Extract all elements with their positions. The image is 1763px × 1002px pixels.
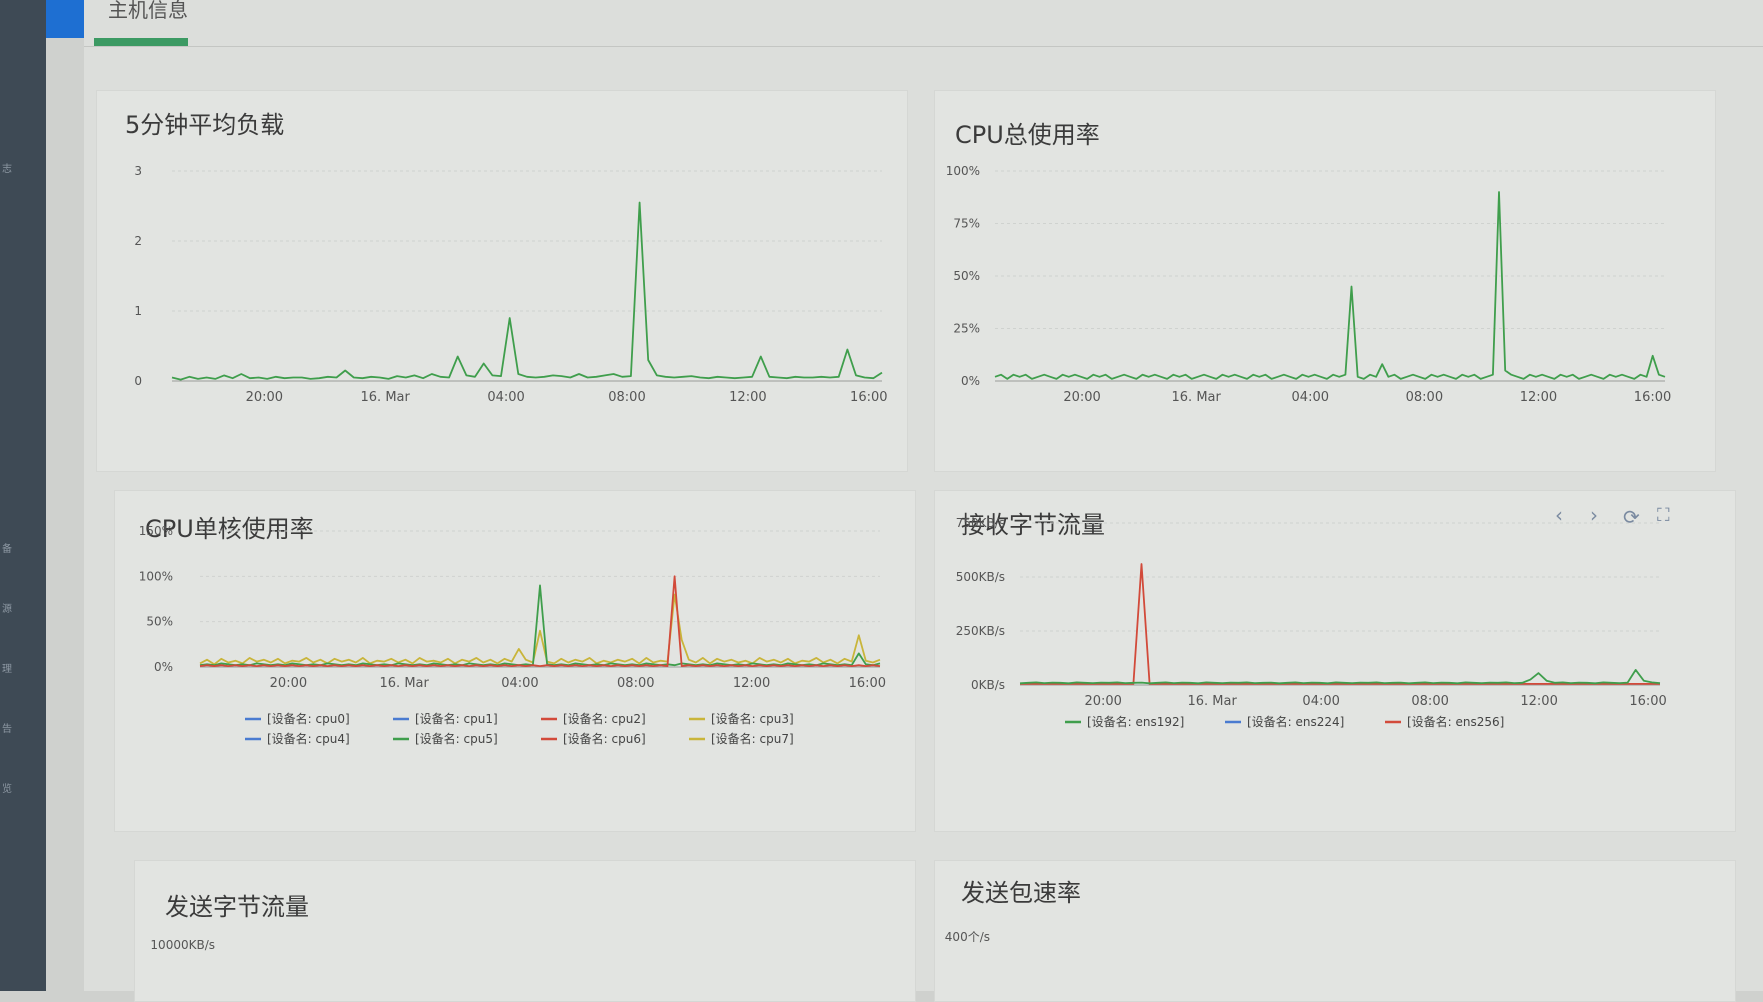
series-line [199,584,881,667]
y-tick-label: 0% [961,374,980,388]
chart-recv: 0KB/s 250KB/s 500KB/s 750KB/s 20:00 16. Mar 04… [956,516,1667,729]
y-tick-label: 100% [139,569,173,583]
panel-title-recv: 接收字节流量 [961,511,1105,539]
panel-recv: 接收字节流量 ‹ › ⟳ ⛶ 0KB/s 250KB/s 500KB/s 750KB/… [934,490,1736,832]
tab-bar: 主机信息 [84,0,1763,47]
series-line [171,201,883,381]
sidebar-toggle-button[interactable] [46,0,84,38]
y-tick-label: 0 [134,374,142,388]
y-tick-label: 50% [146,615,173,629]
series-line [199,575,881,668]
fullscreen-icon[interactable]: ⛶ [1657,505,1670,526]
sidebar-item-3[interactable]: 备 [2,544,12,555]
y-tick-label: 50% [953,269,980,283]
left-sidebar: 志 备 源 理 告 览 [0,0,84,991]
active-tab-indicator [94,38,188,46]
legend-label: [设备名: cpu0] [267,711,350,726]
series-line [1019,668,1661,685]
x-tick-label: 08:00 [1411,694,1448,709]
x-tick-label: 04:00 [501,676,538,691]
sidebar-item-5[interactable]: 理 [2,664,12,675]
x-tick-label: 08:00 [1406,390,1443,405]
x-tick-label: 04:00 [1292,390,1329,405]
x-tick-label: 20:00 [246,390,283,405]
legend-label: [设备名: ens192] [1087,714,1184,729]
y-tick-label: 10000KB/s [150,938,215,952]
x-tick-label: 16. Mar [1172,390,1222,405]
legend-label: [设备名: ens224] [1247,714,1344,729]
legend-label: [设备名: cpu1] [415,711,498,726]
x-tick-label: 12:00 [729,390,766,405]
y-tick-label: 0% [154,660,173,674]
y-tick-label: 500KB/s [956,570,1005,584]
x-tick-label: 16. Mar [1188,694,1238,709]
chevron-left-icon[interactable]: ‹ [1555,503,1563,527]
tab-host-info[interactable]: 主机信息 [108,0,188,22]
legend-label: [设备名: cpu7] [711,731,794,746]
chart-cpu-core: 0% 50% 100% 150% 20:00 16. Mar 04:00 08:00 12:00… [139,524,886,746]
panel-title-cpu-total: CPU总使用率 [955,121,1100,149]
chart-cpu-total: 0% 25% 50% 75% 100% 20:00 16. Mar 04:00 08:00 12:… [946,164,1672,405]
x-tick-label: 16:00 [850,390,887,405]
main-content: 主机信息 5分钟平均负载 0 1 2 3 20:00 16. Mar 04:00 08:00 1… [84,0,1763,1002]
y-tick-label: 400个/s [945,930,990,944]
x-tick-label: 04:00 [487,390,524,405]
x-tick-label: 20:00 [1084,694,1121,709]
chevron-right-icon[interactable]: › [1590,503,1598,527]
x-tick-label: 08:00 [617,676,654,691]
panel-send: 发送字节流量 10000KB/s [134,860,916,1002]
legend-label: [设备名: cpu4] [267,731,350,746]
x-tick-label: 12:00 [733,676,770,691]
x-tick-label: 16:00 [1634,390,1671,405]
legend-label: [设备名: ens256] [1407,714,1504,729]
x-tick-label: 04:00 [1302,694,1339,709]
x-tick-label: 12:00 [1520,390,1557,405]
y-tick-label: 750KB/s [956,516,1005,530]
panel-title-send-pkt: 发送包速率 [961,879,1081,907]
y-tick-label: 1 [134,304,142,318]
panel-send-pkt: 发送包速率 400个/s [934,860,1736,1002]
chart-send: 10000KB/s [150,938,215,952]
x-tick-label: 20:00 [270,676,307,691]
x-tick-label: 16. Mar [361,390,411,405]
chart-load: 0 1 2 3 20:00 16. Mar 04:00 08:00 12:00 16:00 [134,164,887,405]
panel-cpu-total: CPU总使用率 0% 25% 50% 75% 100% 20:00 16. Mar 04:00… [934,90,1716,472]
x-tick-label: 20:00 [1063,390,1100,405]
series-line [199,593,881,666]
sidebar-item-7[interactable]: 览 [2,784,12,795]
y-tick-label: 3 [134,164,142,178]
panel-title-send: 发送字节流量 [165,893,309,921]
series-line [1020,563,1660,685]
sidebar-item-1[interactable] [2,420,42,430]
sidebar-item-0[interactable]: 志 [2,164,12,175]
panel-cpu-core: CPU单核使用率 0% 50% 100% 150% 20:00 16. Mar 04:00 0… [114,490,916,832]
y-tick-label: 75% [953,217,980,231]
x-tick-label: 16:00 [849,676,886,691]
y-tick-label: 25% [953,322,980,336]
chart-send-pkt: 400个/s [945,930,990,944]
sidebar-item-6[interactable]: 告 [2,724,12,735]
y-tick-label: 250KB/s [956,624,1005,638]
legend-label: [设备名: cpu3] [711,711,794,726]
x-tick-label: 08:00 [608,390,645,405]
legend-label: [设备名: cpu6] [563,731,646,746]
panel-load: 5分钟平均负载 0 1 2 3 20:00 16. Mar 04:00 08:00 12:00 1… [96,90,908,472]
panel-title-load: 5分钟平均负载 [125,111,285,139]
y-tick-label: 2 [134,234,142,248]
legend-label: [设备名: cpu2] [563,711,646,726]
x-tick-label: 16:00 [1629,694,1666,709]
y-tick-label: 150% [139,524,173,538]
series-line [994,191,1666,380]
y-tick-label: 100% [946,164,980,178]
y-tick-label: 0KB/s [971,678,1005,692]
panel-title-cpu-core: CPU单核使用率 [145,515,314,543]
sidebar-item-4[interactable]: 源 [2,604,12,615]
x-tick-label: 12:00 [1520,694,1557,709]
sidebar-item-2[interactable] [2,480,42,490]
legend-label: [设备名: cpu5] [415,731,498,746]
x-tick-label: 16. Mar [380,676,430,691]
